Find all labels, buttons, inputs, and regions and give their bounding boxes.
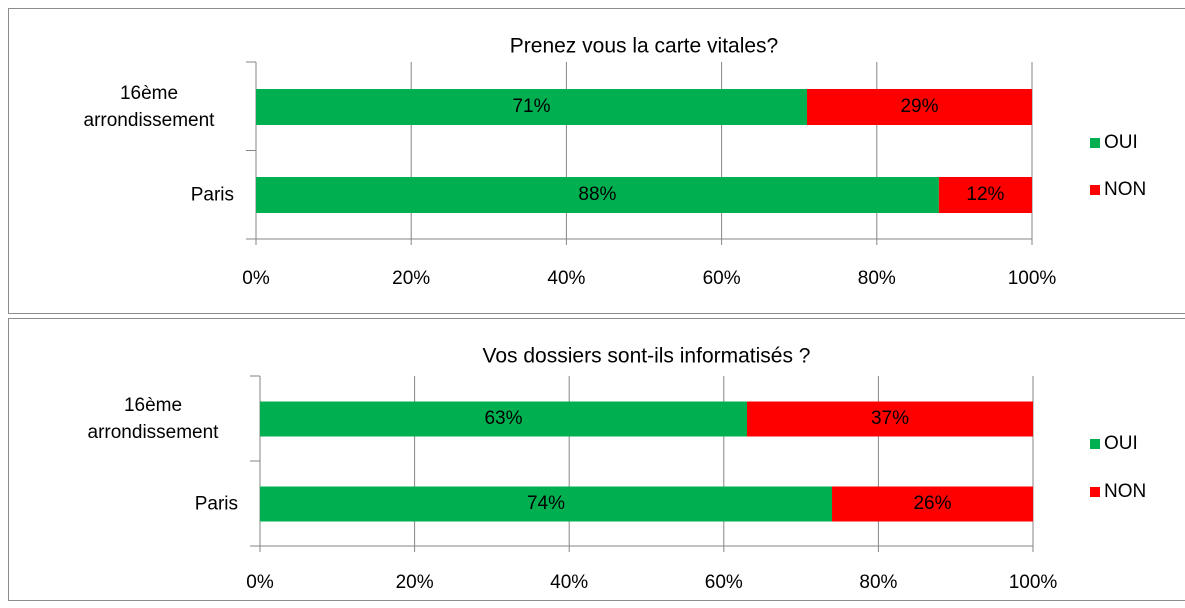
- bar-segment: [256, 177, 939, 213]
- x-tick-label: 80%: [858, 268, 896, 289]
- x-tick-label: 60%: [703, 268, 741, 289]
- x-tick-label: 40%: [547, 268, 585, 289]
- data-label: 74%: [527, 493, 565, 514]
- x-tick-label: 40%: [550, 572, 588, 593]
- bar-segment: [256, 89, 807, 125]
- y-tick-label: 16ème arrondissement: [87, 395, 219, 443]
- x-tick-label: 20%: [396, 572, 434, 593]
- x-tick-label: 100%: [1008, 268, 1057, 289]
- data-label: 88%: [578, 184, 616, 205]
- bar-segment: [260, 486, 833, 522]
- data-label: 12%: [966, 184, 1004, 205]
- x-tick-label: 100%: [1009, 572, 1058, 593]
- x-tick-label: 80%: [859, 572, 897, 593]
- legend-swatch: [1090, 439, 1100, 449]
- data-label: 37%: [871, 408, 909, 429]
- chart-frame: [8, 318, 1185, 601]
- data-label: 29%: [900, 96, 938, 117]
- bar-segment: [746, 401, 1033, 437]
- legend-label: NON: [1104, 179, 1146, 200]
- y-tick-label: Paris: [194, 493, 238, 515]
- data-label: 26%: [913, 493, 951, 514]
- legend-label: NON: [1104, 481, 1146, 502]
- legend-swatch: [1090, 487, 1100, 497]
- chart-frame: [8, 8, 1185, 314]
- x-tick-label: 60%: [705, 572, 743, 593]
- y-tick-label: 16ème arrondissement: [83, 83, 215, 131]
- y-tick-label: Paris: [190, 184, 234, 206]
- data-label: 71%: [512, 96, 550, 117]
- x-tick-label: 0%: [246, 572, 274, 593]
- data-label: 63%: [484, 408, 522, 429]
- legend-label: OUI: [1104, 132, 1138, 153]
- bar-segment: [938, 177, 1032, 213]
- bar-segment: [806, 89, 1032, 125]
- chart-title: Prenez vous la carte vitales?: [510, 35, 778, 58]
- x-tick-label: 0%: [242, 268, 270, 289]
- bar-segment: [260, 401, 747, 437]
- legend-label: OUI: [1104, 433, 1138, 454]
- x-tick-label: 20%: [392, 268, 430, 289]
- legend-swatch: [1090, 185, 1100, 195]
- chart-title: Vos dossiers sont-ils informatisés ?: [483, 345, 811, 368]
- legend-swatch: [1090, 138, 1100, 148]
- bar-segment: [832, 486, 1033, 522]
